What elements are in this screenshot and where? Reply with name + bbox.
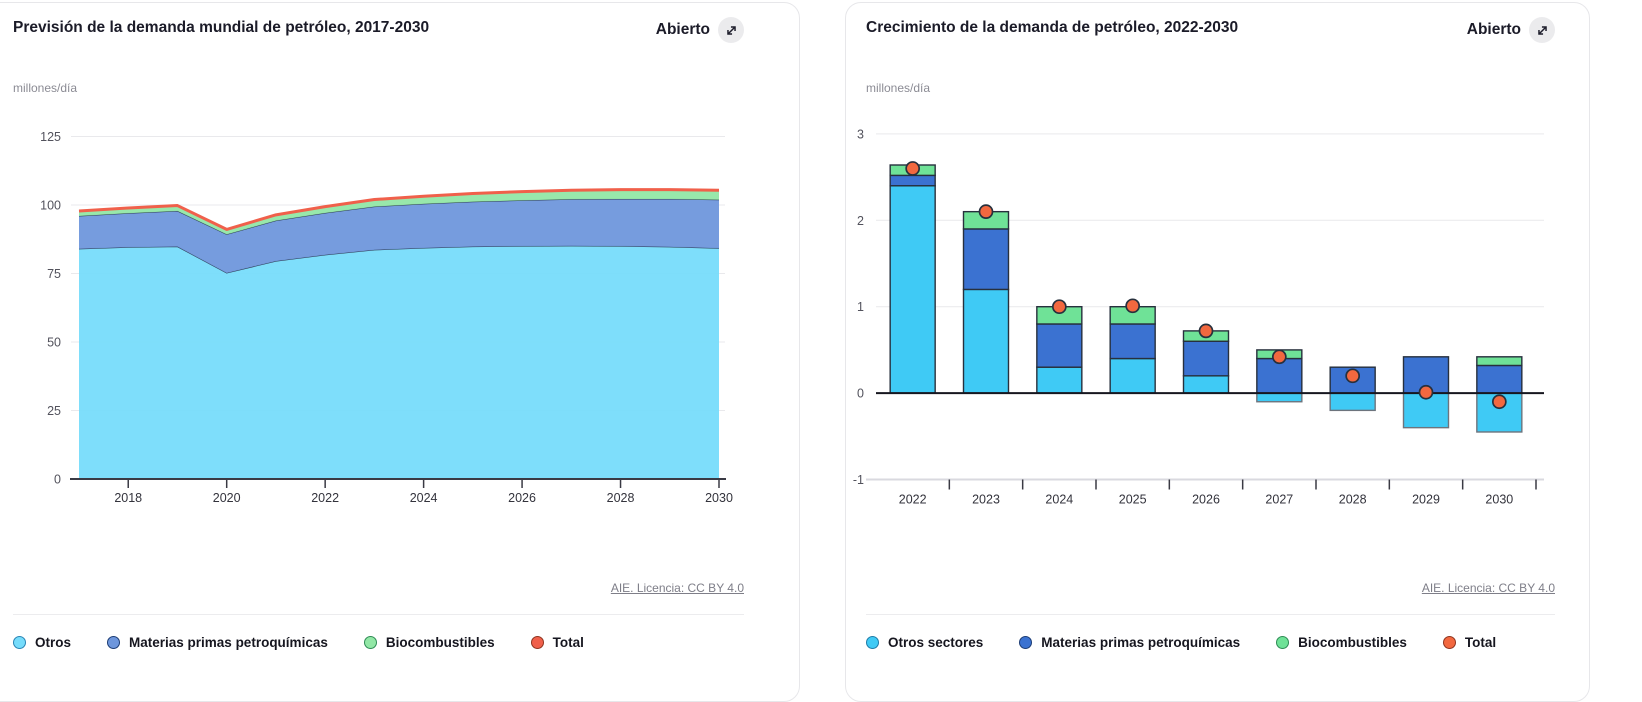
legend-label: Otros sectores [888, 635, 984, 650]
oil-demand-forecast-card: Previsión de la demanda mundial de petró… [0, 2, 800, 702]
oil-demand-area-chart[interactable]: 0 25 50 75 100 125 2018 2020 2022 2024 2026 2028 203… [13, 101, 746, 506]
chart-legend: Otros sectores Materias primas petroquím… [866, 635, 1555, 650]
svg-text:2030: 2030 [705, 491, 733, 505]
svg-text:50: 50 [47, 336, 61, 350]
svg-text:2030: 2030 [1485, 493, 1513, 507]
svg-text:2027: 2027 [1265, 493, 1293, 507]
svg-text:2024: 2024 [410, 491, 438, 505]
svg-text:2022: 2022 [899, 493, 927, 507]
legend-dot [13, 636, 26, 649]
expand-icon [718, 17, 744, 43]
svg-text:2018: 2018 [114, 491, 142, 505]
chart-legend: Otros Materias primas petroquímicas Bioc… [13, 635, 744, 650]
svg-text:2022: 2022 [311, 491, 339, 505]
y-axis-unit-label: millones/día [13, 81, 78, 95]
svg-text:2028: 2028 [1339, 493, 1367, 507]
svg-text:0: 0 [857, 387, 864, 401]
legend-item-otros-sectores[interactable]: Otros sectores [866, 635, 983, 650]
legend-item-otros[interactable]: Otros [13, 635, 71, 650]
license-link[interactable]: AIE. Licencia: CC BY 4.0 [1421, 581, 1555, 595]
svg-text:0: 0 [54, 473, 61, 487]
legend-label: Total [1464, 635, 1497, 650]
legend-label: Otros [35, 635, 72, 650]
legend-label: Materias primas petroquímicas [1041, 635, 1241, 650]
legend-dot [866, 636, 879, 649]
attribution: AIE. Licencia: CC BY 4.0 [611, 581, 744, 595]
legend-divider [13, 614, 744, 615]
legend-dot [363, 636, 377, 649]
svg-text:2026: 2026 [1192, 493, 1220, 507]
legend-item-biocombustibles[interactable]: Biocombustibles [363, 635, 495, 650]
oil-demand-growth-bar-chart[interactable]: -1 0 1 2 3 2022 2023 2024 2025 2026 2027 2028 2029 20… [846, 101, 1566, 506]
svg-text:3: 3 [857, 127, 864, 141]
svg-text:2025: 2025 [1119, 493, 1147, 507]
card-header: Crecimiento de la demanda de petróleo, 2… [866, 17, 1555, 43]
svg-text:-1: -1 [853, 473, 864, 487]
legend-dot [107, 636, 121, 649]
open-button[interactable]: Abierto [656, 17, 744, 43]
chart-title: Previsión de la demanda mundial de petró… [13, 19, 430, 36]
legend-dot [1442, 636, 1456, 649]
svg-text:2: 2 [857, 214, 864, 228]
legend-label: Total [552, 635, 584, 650]
legend-dot [1019, 636, 1033, 649]
legend-item-materias-primas[interactable]: Materias primas petroquímicas [107, 635, 328, 650]
license-link[interactable]: AIE. Licencia: CC BY 4.0 [610, 581, 744, 595]
expand-icon [1529, 17, 1555, 43]
svg-text:2028: 2028 [607, 491, 635, 505]
svg-text:125: 125 [40, 130, 61, 144]
svg-text:2024: 2024 [1045, 493, 1073, 507]
svg-text:100: 100 [40, 199, 61, 213]
svg-text:1: 1 [857, 300, 864, 314]
legend-item-total[interactable]: Total [530, 635, 584, 650]
legend-dot [530, 636, 544, 649]
open-button-label: Abierto [655, 21, 710, 38]
legend-label: Materias primas petroquímicas [129, 635, 328, 650]
svg-text:75: 75 [47, 267, 61, 281]
legend-label: Biocombustibles [1298, 635, 1407, 650]
attribution: AIE. Licencia: CC BY 4.0 [1422, 581, 1555, 595]
legend-label: Biocombustibles [385, 635, 495, 650]
y-axis-unit-label: millones/día [866, 81, 931, 95]
open-button[interactable]: Abierto [1467, 17, 1555, 43]
svg-text:2020: 2020 [213, 491, 241, 505]
legend-divider [866, 614, 1555, 615]
open-button-label: Abierto [1466, 21, 1521, 38]
card-header: Previsión de la demanda mundial de petró… [13, 17, 744, 43]
oil-demand-growth-card: Crecimiento de la demanda de petróleo, 2… [845, 2, 1590, 702]
chart-title: Crecimiento de la demanda de petróleo, 2… [866, 19, 1239, 36]
legend-dot [1276, 636, 1290, 649]
legend-item-total[interactable]: Total [1442, 635, 1497, 650]
svg-text:2029: 2029 [1412, 493, 1440, 507]
legend-item-biocombustibles[interactable]: Biocombustibles [1276, 635, 1407, 650]
svg-text:2026: 2026 [508, 491, 536, 505]
svg-text:25: 25 [47, 404, 61, 418]
svg-text:2023: 2023 [972, 493, 1000, 507]
legend-item-materias-primas[interactable]: Materias primas petroquímicas [1019, 635, 1240, 650]
